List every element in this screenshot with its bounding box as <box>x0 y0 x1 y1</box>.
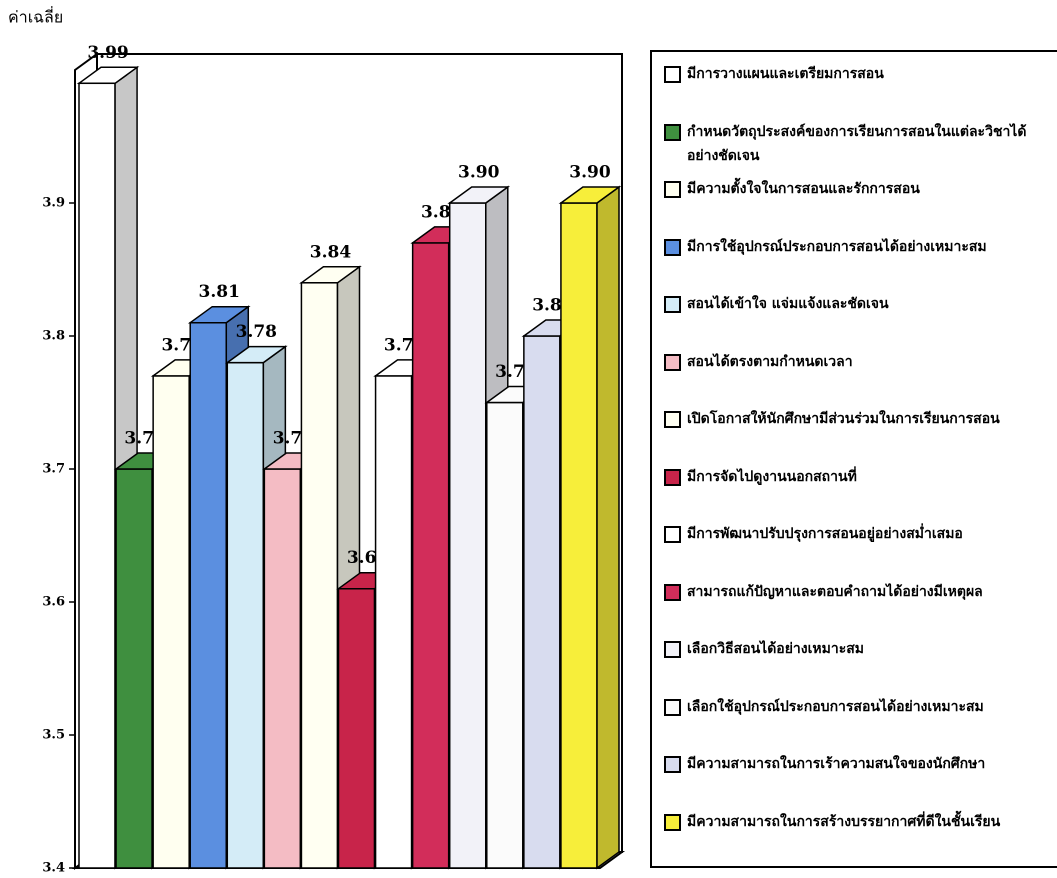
legend-swatch <box>664 353 681 371</box>
value-label: 3.84 <box>310 242 352 262</box>
legend-label: กำหนดวัตถุประสงค์ของการเรียนการสอนในแต่ล… <box>687 123 1027 164</box>
legend-swatch <box>664 756 681 773</box>
legend-entry: มีการจัดไปดูงานนอกสถานที่ <box>664 465 1057 489</box>
legend-entry: สอนได้เข้าใจ แจ่มแจ้งและชัดเจน <box>664 292 1057 316</box>
y-axis-label: ค่าเฉลี่ย <box>8 6 63 27</box>
legend-entry: มีการพัฒนาปรับปรุงการสอนอยู่อย่างสม่ำเสม… <box>664 522 1057 546</box>
legend-swatch <box>664 468 681 486</box>
legend-label: มีความตั้งใจในการสอนและรักการสอน <box>687 181 920 197</box>
value-label: 3.90 <box>458 163 500 183</box>
bar <box>486 401 524 869</box>
legend-entry: เปิดโอกาสให้นักศึกษามีส่วนร่วมในการเรียน… <box>664 407 1057 431</box>
legend-label: มีการวางแผนและเตรียมการสอน <box>687 66 884 82</box>
legend-swatch <box>664 411 681 428</box>
bar <box>300 282 339 869</box>
legend-label: สามารถแก้ปัญหาและตอบคำถามได้อย่างมีเหตุผ… <box>687 583 983 600</box>
bar <box>448 202 487 869</box>
legend-swatch <box>664 123 681 141</box>
bar-top <box>299 266 362 284</box>
legend-swatch <box>664 698 681 716</box>
bar <box>560 202 598 869</box>
bar <box>337 587 376 869</box>
bar <box>152 375 190 869</box>
bar <box>263 468 302 869</box>
bar-top <box>187 305 251 324</box>
legend-label: มีการใช้อุปกรณ์ประกอบการสอนได้อย่างเหมาะ… <box>687 238 987 255</box>
bar-top <box>76 66 140 85</box>
legend-label: เลือกใช้อุปกรณ์ประกอบการสอนได้อย่างเหมาะ… <box>687 698 984 715</box>
legend-label: มีความสามารถในการสร้างบรรยากาศที่ดีในชั้… <box>687 813 1001 830</box>
legend-swatch <box>664 66 681 83</box>
value-label: 3.99 <box>87 43 128 63</box>
bar <box>523 335 561 869</box>
y-tick-label: 3.5 <box>42 728 65 743</box>
legend-entry: เลือกวิธีสอนได้อย่างเหมาะสม <box>664 637 1057 661</box>
legend-entry: กำหนดวัตถุประสงค์ของการเรียนการสอนในแต่ล… <box>664 120 1057 168</box>
legend-swatch <box>664 296 681 313</box>
legend-entry: สามารถแก้ปัญหาและตอบคำถามได้อย่างมีเหตุผ… <box>664 580 1057 604</box>
legend-label: สอนได้เข้าใจ แจ่มแจ้งและชัดเจน <box>687 296 889 312</box>
legend-entry: มีความสามารถในการเร้าความสนใจของนักศึกษา <box>664 752 1057 776</box>
bar <box>78 82 116 869</box>
y-tick-label: 3.9 <box>42 196 65 211</box>
legend-swatch <box>664 583 681 601</box>
legend-entry: มีความตั้งใจในการสอนและรักการสอน <box>664 177 1057 201</box>
legend-swatch <box>664 181 681 198</box>
legend-entry: สอนได้ตรงตามกำหนดเวลา <box>664 350 1057 374</box>
legend-label: สอนได้ตรงตามกำหนดเวลา <box>687 353 853 370</box>
bar <box>189 321 228 869</box>
bar <box>374 375 413 869</box>
bar-top <box>224 345 288 364</box>
legend-label: มีการพัฒนาปรับปรุงการสอนอยู่อย่างสม่ำเสม… <box>687 526 963 542</box>
value-label: 3.78 <box>236 322 277 342</box>
chart: ค่าเฉลี่ย 3.43.53.63.73.83.93.993.703.77… <box>8 6 626 876</box>
legend-swatch <box>664 641 681 658</box>
legend: มีการวางแผนและเตรียมการสอนกำหนดวัตถุประส… <box>650 50 1057 868</box>
legend-label: มีความสามารถในการเร้าความสนใจของนักศึกษา <box>687 756 986 772</box>
bar-side-shade <box>597 187 619 868</box>
legend-entry: มีการวางแผนและเตรียมการสอน <box>664 62 1057 86</box>
bar-top <box>558 186 622 204</box>
legend-entry: มีการใช้อุปกรณ์ประกอบการสอนได้อย่างเหมาะ… <box>664 235 1057 259</box>
legend-swatch <box>664 813 681 831</box>
legend-label: มีการจัดไปดูงานนอกสถานที่ <box>687 468 857 485</box>
bar <box>226 361 265 869</box>
legend-entry: เลือกใช้อุปกรณ์ประกอบการสอนได้อย่างเหมาะ… <box>664 695 1057 719</box>
bar <box>115 468 153 869</box>
y-tick-label: 3.4 <box>42 861 65 876</box>
bar <box>411 242 450 869</box>
value-label: 3.90 <box>569 163 611 183</box>
y-tick-label: 3.7 <box>42 462 65 477</box>
legend-swatch <box>664 526 681 543</box>
value-label: 3.81 <box>199 282 240 302</box>
bar-top <box>447 186 511 204</box>
legend-label: เลือกวิธีสอนได้อย่างเหมาะสม <box>687 641 865 657</box>
legend-label: เปิดโอกาสให้นักศึกษามีส่วนร่วมในการเรียน… <box>687 411 1000 427</box>
legend-entry: มีความสามารถในการสร้างบรรยากาศที่ดีในชั้… <box>664 810 1057 834</box>
legend-swatch <box>664 238 681 256</box>
y-tick-label: 3.6 <box>42 595 65 610</box>
y-tick-label: 3.8 <box>42 329 65 344</box>
